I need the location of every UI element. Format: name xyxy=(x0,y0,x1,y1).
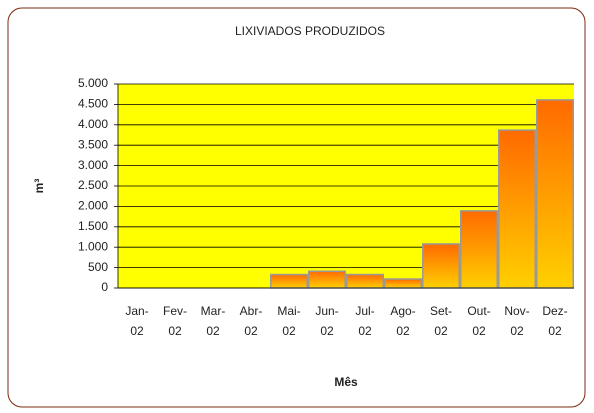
x-axis-label: Mês xyxy=(334,375,358,389)
bar xyxy=(346,273,384,289)
x-tick-label: Ago-02 xyxy=(390,304,415,338)
x-tick-label: Out-02 xyxy=(467,304,490,338)
y-tick-label: 3.500 xyxy=(78,137,108,151)
bar xyxy=(270,273,308,289)
y-tick-label: 1.000 xyxy=(78,239,108,253)
y-tick-label: 5.000 xyxy=(78,76,108,90)
bar xyxy=(384,278,422,289)
x-tick-label: Jan-02 xyxy=(125,304,148,338)
x-tick-label: Mar-02 xyxy=(201,304,226,338)
x-tick-label: Fev-02 xyxy=(163,304,187,338)
x-tick-label: Dez-02 xyxy=(542,304,567,338)
x-tick-label: Jul-02 xyxy=(355,304,374,338)
y-tick-label: 500 xyxy=(88,260,108,274)
x-tick-label: Nov-02 xyxy=(504,304,529,338)
bar xyxy=(422,243,460,289)
chart-title: LIXIVIADOS PRODUZIDOS xyxy=(235,24,385,38)
x-tick-label: Jun-02 xyxy=(315,304,338,338)
y-tick-label: 4.000 xyxy=(78,117,108,131)
x-tick-label: Mai-02 xyxy=(277,304,300,338)
y-axis-label: m³ xyxy=(32,179,46,194)
bar xyxy=(308,270,346,289)
y-tick-label: 1.500 xyxy=(78,219,108,233)
bar xyxy=(498,129,536,289)
y-tick-label: 3.000 xyxy=(78,158,108,172)
x-tick-label: Abr-02 xyxy=(240,304,263,338)
y-tick-label: 2.500 xyxy=(78,178,108,192)
bar xyxy=(460,210,498,289)
bar xyxy=(536,99,574,289)
y-tick-label: 4.500 xyxy=(78,97,108,111)
y-tick-label: 0 xyxy=(101,280,108,294)
x-tick-label: Set-02 xyxy=(430,304,452,338)
y-tick-label: 2.000 xyxy=(78,199,108,213)
